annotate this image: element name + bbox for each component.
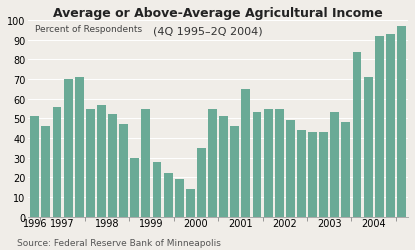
Bar <box>275 109 283 217</box>
Bar <box>397 27 406 217</box>
Bar <box>319 132 328 217</box>
Bar <box>153 162 161 217</box>
Bar <box>186 189 195 217</box>
Bar <box>208 109 217 217</box>
Bar <box>330 113 339 217</box>
Bar <box>75 78 84 217</box>
Bar <box>86 109 95 217</box>
Text: Source: Federal Reserve Bank of Minneapolis: Source: Federal Reserve Bank of Minneapo… <box>17 238 220 248</box>
Text: (4Q 1995–2Q 2004): (4Q 1995–2Q 2004) <box>153 26 262 36</box>
Bar <box>63 80 73 217</box>
Bar <box>219 117 228 217</box>
Text: Percent of Respondents: Percent of Respondents <box>35 25 142 34</box>
Bar <box>297 131 306 217</box>
Bar <box>197 148 206 217</box>
Bar <box>30 117 39 217</box>
Bar <box>352 52 361 217</box>
Bar <box>252 113 261 217</box>
Bar <box>130 158 139 217</box>
Bar <box>230 127 239 217</box>
Bar <box>108 115 117 217</box>
Bar <box>242 90 250 217</box>
Bar <box>175 180 183 217</box>
Bar <box>286 121 295 217</box>
Bar <box>375 37 383 217</box>
Bar <box>142 109 150 217</box>
Bar <box>42 127 50 217</box>
Bar <box>308 132 317 217</box>
Bar <box>342 123 350 217</box>
Bar <box>264 109 273 217</box>
Bar <box>164 174 173 217</box>
Bar <box>364 78 373 217</box>
Title: Average or Above-Average Agricultural Income: Average or Above-Average Agricultural In… <box>53 7 383 20</box>
Bar <box>119 125 128 217</box>
Bar <box>53 107 61 217</box>
Bar <box>386 35 395 217</box>
Bar <box>97 105 106 217</box>
